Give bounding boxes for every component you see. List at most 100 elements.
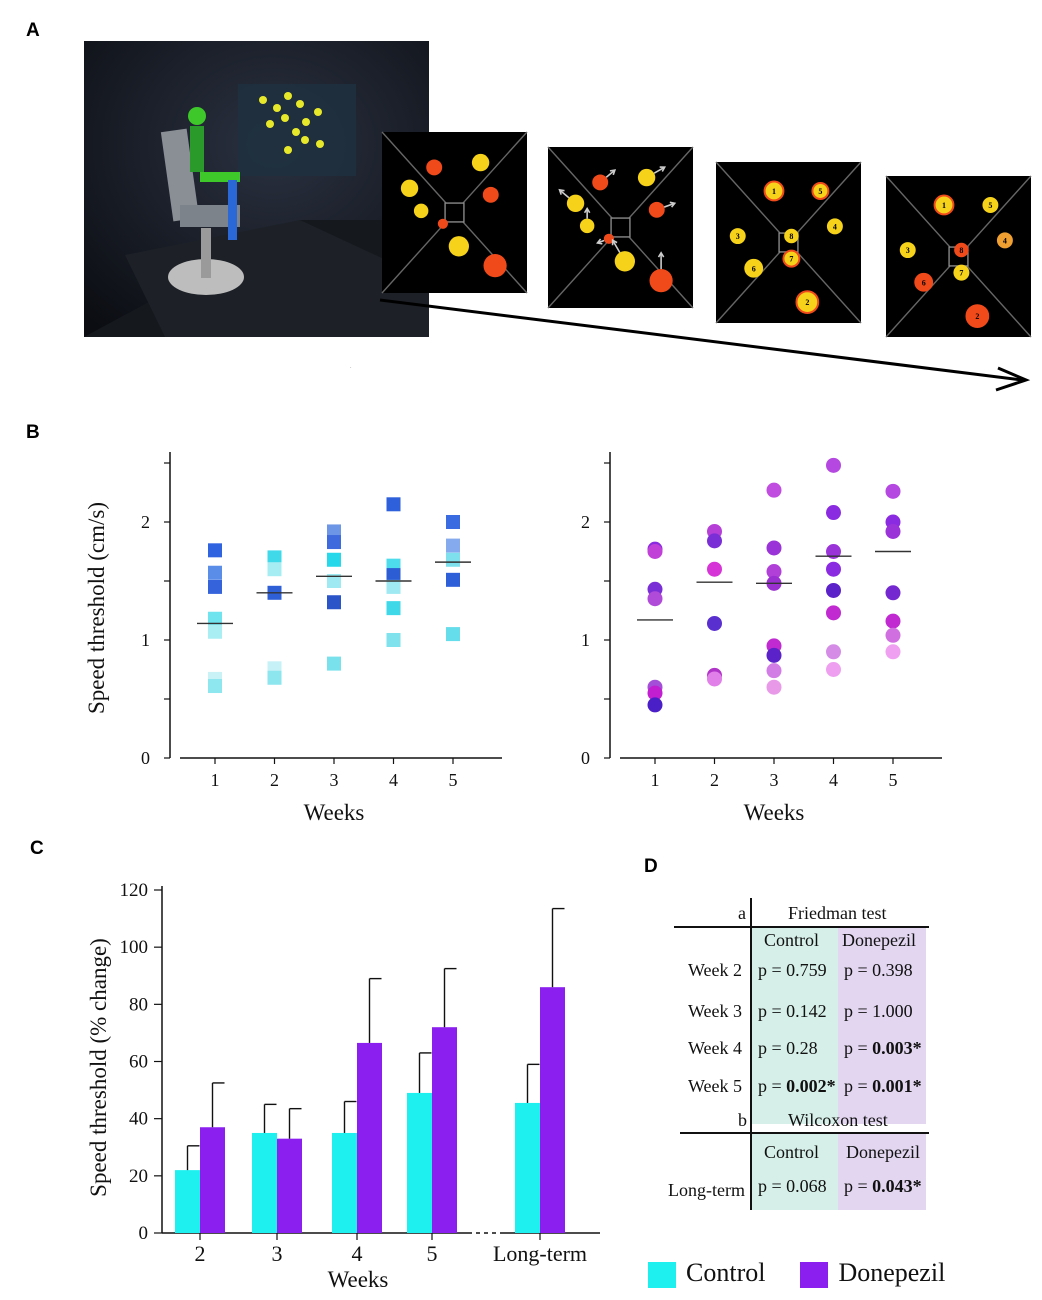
numbered-sphere: [784, 228, 799, 244]
x-tick-label: 3: [272, 1241, 283, 1266]
data-point: [386, 568, 401, 583]
data-point: [766, 663, 782, 679]
data-point: [267, 562, 282, 577]
numbered-sphere: [954, 242, 969, 258]
legend: Control Donepezil: [648, 1258, 945, 1289]
sphere-number: 7: [959, 269, 963, 278]
motion-arrowhead: [659, 166, 667, 172]
sphere: [482, 186, 499, 203]
numbered-sphere: [744, 258, 764, 278]
data-point: [386, 579, 401, 594]
motion-arrow: [605, 169, 616, 178]
data-point: [208, 611, 222, 626]
legend-swatch-donepezil: [800, 1262, 829, 1289]
bar-donepezil: [277, 1138, 302, 1233]
col-control-b: Control: [764, 1142, 820, 1162]
sphere-number: 4: [1003, 236, 1007, 245]
data-point: [647, 544, 663, 559]
center-square: [610, 217, 631, 238]
bar-control: [515, 1102, 540, 1233]
data-point: [766, 564, 782, 580]
sphere-number: 5: [988, 201, 992, 210]
data-point: [446, 515, 460, 529]
wilcoxon-title: Wilcoxon test: [788, 1110, 888, 1130]
y-tick-label: 60: [129, 1052, 148, 1073]
panel-label-a: A: [26, 20, 40, 41]
motion-arrow: [663, 202, 676, 208]
timeline-arrowhead: [995, 366, 1031, 392]
x-tick-label: 5: [427, 1241, 438, 1266]
data-point: [707, 561, 722, 577]
data-point: [327, 656, 341, 671]
table-rule-b: [680, 1132, 929, 1134]
sphere-number: 6: [922, 278, 926, 287]
numbered-sphere: [782, 249, 801, 268]
motion-arrowhead: [669, 201, 677, 208]
friedman-title: Friedman test: [788, 903, 887, 923]
data-point: [826, 644, 841, 660]
data-point: [826, 457, 841, 473]
panel-a-illustration: 1 5 3 4 6 7 8 2 1 5 3 4 6 7 8 2 .: [84, 41, 1032, 392]
data-point: [208, 579, 222, 594]
numbered-sphere: [729, 228, 746, 245]
panel-label-d: D: [644, 856, 658, 877]
data-point: [885, 585, 901, 601]
task-frame-4: 1 5 3 4 6 7 8 2: [885, 175, 1032, 338]
motion-arrow: [611, 239, 621, 253]
row-label: Week 3: [688, 1001, 743, 1021]
numbered-sphere: [914, 272, 934, 292]
data-point: [327, 552, 341, 567]
data-point: [885, 613, 901, 629]
chart-b-right: 0 1 2 1 2 3 4 5 Weeks: [581, 452, 942, 825]
x-tick-label: Long-term: [493, 1241, 587, 1266]
numbered-sphere: [996, 232, 1013, 249]
data-point: [885, 627, 901, 643]
data-point: [826, 662, 841, 677]
task-frame-3: 1 5 3 4 6 7 8 2: [715, 161, 862, 324]
y-tick-label: 2: [141, 512, 150, 532]
data-point: [208, 565, 222, 580]
sphere: [471, 153, 490, 172]
data-point: [885, 644, 901, 660]
table-rule-a: [674, 926, 929, 928]
y-tick-label: 100: [120, 937, 149, 958]
chart-b-left: 0 1 2 1 2 3 4 5 Weeks Speed threshold (cm/s): [84, 452, 502, 825]
row-label-long-term: Long-term: [668, 1180, 745, 1200]
control-column-bg-b: [752, 1134, 838, 1210]
x-tick-label: 1: [651, 770, 660, 790]
x-axis-label: Weeks: [304, 800, 365, 825]
legend-swatch-control: [648, 1262, 676, 1289]
data-point: [386, 497, 401, 512]
donepezil-column-bg-b: [838, 1134, 926, 1210]
data-point: [327, 524, 341, 539]
control-value: p = 0.28: [758, 1038, 818, 1058]
data-point: [208, 624, 222, 639]
x-tick-label: 2: [195, 1241, 206, 1266]
table-divider-vertical: [750, 898, 752, 1210]
data-point: [386, 601, 401, 616]
y-tick-label: 120: [120, 880, 149, 901]
donepezil-value: p = 0.398: [844, 960, 913, 980]
data-point: [327, 595, 341, 610]
sphere-number: 7: [789, 255, 793, 264]
numbered-sphere: [965, 304, 990, 328]
panel-label-b: B: [26, 422, 40, 443]
numbered-sphere: [982, 197, 999, 213]
sphere-number: 6: [752, 264, 756, 273]
row-label: Week 5: [688, 1076, 743, 1096]
sphere: [592, 174, 609, 191]
x-axis-label: Weeks: [744, 800, 805, 825]
sphere: [413, 203, 429, 219]
data-point: [446, 572, 460, 587]
x-tick-label: 3: [770, 770, 779, 790]
data-point: [327, 535, 341, 550]
sphere: [437, 218, 448, 229]
sphere-number: 3: [736, 232, 740, 241]
sphere-number: 3: [906, 246, 910, 255]
motion-arrowhead: [558, 188, 565, 195]
sphere: [448, 236, 469, 257]
motion-arrow: [653, 166, 666, 174]
motion-arrowhead: [595, 238, 603, 245]
data-point: [267, 670, 282, 685]
data-point: [647, 685, 663, 701]
